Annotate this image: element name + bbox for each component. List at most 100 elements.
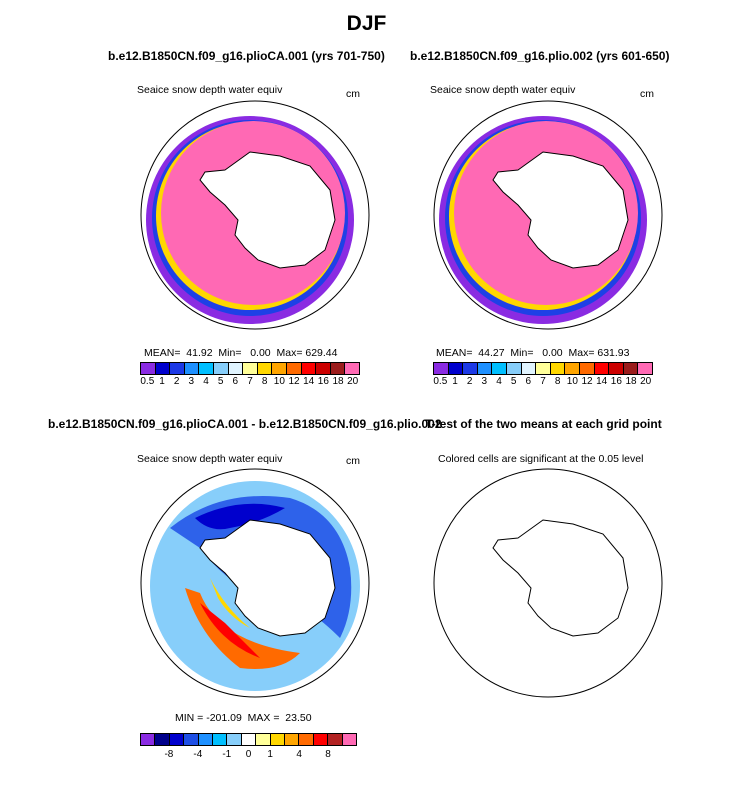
colorbar-tick-label: 4 bbox=[296, 749, 302, 760]
colorbar-swatch bbox=[623, 363, 639, 374]
panel-a-colorbar bbox=[140, 362, 360, 375]
colorbar-swatch bbox=[448, 363, 464, 374]
colorbar-swatch bbox=[227, 734, 242, 745]
colorbar-swatch bbox=[198, 734, 214, 745]
colorbar-tick-label: 0 bbox=[245, 749, 252, 760]
colorbar-swatch bbox=[228, 363, 244, 374]
colorbar-tick-label: 4 bbox=[203, 376, 209, 387]
colorbar-tick-label: 2 bbox=[466, 376, 473, 387]
colorbar-tick-label: 16 bbox=[317, 376, 329, 387]
colorbar-tick-label: -4 bbox=[193, 749, 203, 760]
colorbar-tick-label: 14 bbox=[596, 376, 608, 387]
colorbar-tick-label: 0.5 bbox=[140, 376, 155, 387]
colorbar-tick-label: 14 bbox=[303, 376, 315, 387]
colorbar-swatch bbox=[155, 734, 170, 745]
colorbar-swatch bbox=[477, 363, 493, 374]
colorbar-tick-label: 20 bbox=[640, 376, 652, 387]
colorbar-tick-label: 0.5 bbox=[433, 376, 448, 387]
colorbar-tick-label: 1 bbox=[452, 376, 458, 387]
colorbar-tick-label: 16 bbox=[610, 376, 622, 387]
colorbar-swatch bbox=[299, 734, 314, 745]
colorbar-swatch bbox=[594, 363, 610, 374]
panel-b-colorbar bbox=[433, 362, 653, 375]
colorbar-swatch bbox=[155, 363, 171, 374]
colorbar-tick-label: 8 bbox=[261, 376, 268, 387]
panel-a-label: Seaice snow depth water equiv bbox=[137, 84, 283, 96]
colorbar-tick-label: -8 bbox=[164, 749, 174, 760]
colorbar-swatch bbox=[213, 734, 228, 745]
colorbar-swatch bbox=[536, 363, 551, 374]
panel-d-title: T-test of the two means at each grid poi… bbox=[425, 417, 662, 431]
colorbar-tick-label: 1 bbox=[159, 376, 165, 387]
colorbar-swatch bbox=[638, 363, 652, 374]
antarctica-land bbox=[199, 519, 336, 637]
colorbar-tick-label: 2 bbox=[173, 376, 180, 387]
panel-a-map bbox=[140, 100, 370, 330]
colorbar-swatch bbox=[170, 363, 185, 374]
colorbar-swatch bbox=[506, 363, 522, 374]
panel-c-title: b.e12.B1850CN.f09_g16.plioCA.001 - b.e12… bbox=[48, 417, 442, 431]
figure-title: DJF bbox=[346, 12, 387, 35]
colorbar-swatch bbox=[257, 363, 273, 374]
panel-c-map bbox=[140, 468, 370, 698]
colorbar-swatch bbox=[243, 363, 258, 374]
panel-c-colorbar bbox=[140, 733, 357, 746]
colorbar-swatch bbox=[141, 363, 156, 374]
panel-a-stats: MEAN= 41.92 Min= 0.00 Max= 629.44 bbox=[144, 347, 338, 359]
panel-a-title: b.e12.B1850CN.f09_g16.plioCA.001 (yrs 70… bbox=[108, 49, 385, 63]
colorbar-swatch bbox=[316, 363, 331, 374]
colorbar-swatch bbox=[169, 734, 185, 745]
colorbar-swatch bbox=[330, 363, 346, 374]
colorbar-tick-label: 12 bbox=[288, 376, 300, 387]
colorbar-tick-label: 18 bbox=[332, 376, 344, 387]
panel-c-units: cm bbox=[346, 455, 360, 467]
colorbar-tick-label: 6 bbox=[232, 376, 239, 387]
colorbar-tick-label: 6 bbox=[525, 376, 532, 387]
colorbar-swatch bbox=[328, 734, 343, 745]
colorbar-swatch bbox=[286, 363, 302, 374]
colorbar-tick-label: 3 bbox=[481, 376, 488, 387]
colorbar-swatch bbox=[199, 363, 214, 374]
colorbar-swatch bbox=[579, 363, 595, 374]
colorbar-swatch bbox=[301, 363, 317, 374]
panel-a-colorbar-ticks: 0.5 1 2 3 4 5 6 7 8 10 12 14 16 18 20 bbox=[140, 376, 358, 388]
colorbar-swatch bbox=[434, 363, 449, 374]
panel-b-label: Seaice snow depth water equiv bbox=[430, 84, 576, 96]
colorbar-tick-label: 12 bbox=[581, 376, 593, 387]
colorbar-tick-label: 7 bbox=[247, 376, 253, 387]
colorbar-swatch bbox=[565, 363, 580, 374]
panel-c-stats: MIN = -201.09 MAX = 23.50 bbox=[175, 712, 312, 724]
colorbar-tick-label: 8 bbox=[325, 749, 331, 760]
panel-a-units: cm bbox=[346, 88, 360, 100]
colorbar-tick-label: 7 bbox=[540, 376, 546, 387]
colorbar-tick-label: 10 bbox=[566, 376, 578, 387]
colorbar-tick-label: 1 bbox=[267, 749, 273, 760]
colorbar-swatch bbox=[492, 363, 507, 374]
colorbar-swatch bbox=[256, 734, 271, 745]
colorbar-swatch bbox=[345, 363, 359, 374]
antarctica-land bbox=[492, 151, 629, 269]
panel-b-title: b.e12.B1850CN.f09_g16.plio.002 (yrs 601-… bbox=[410, 49, 670, 63]
colorbar-swatch bbox=[184, 363, 200, 374]
colorbar-swatch bbox=[285, 734, 300, 745]
colorbar-tick-label: 5 bbox=[510, 376, 517, 387]
colorbar-tick-label: 10 bbox=[273, 376, 285, 387]
colorbar-tick-label: 8 bbox=[554, 376, 561, 387]
panel-c-colorbar-ticks: -8 -4 -1 0 1 4 8 bbox=[140, 749, 355, 761]
colorbar-tick-label: 3 bbox=[188, 376, 195, 387]
colorbar-swatch bbox=[213, 363, 229, 374]
colorbar-tick-label: 5 bbox=[217, 376, 224, 387]
colorbar-swatch bbox=[141, 734, 156, 745]
positive-anomaly-band bbox=[185, 588, 300, 669]
colorbar-swatch bbox=[184, 734, 199, 745]
colorbar-swatch bbox=[272, 363, 287, 374]
panel-d-label: Colored cells are significant at the 0.0… bbox=[438, 453, 644, 465]
colorbar-tick-label: 18 bbox=[625, 376, 637, 387]
colorbar-swatch bbox=[609, 363, 624, 374]
panel-b-units: cm bbox=[640, 88, 654, 100]
colorbar-swatch bbox=[521, 363, 537, 374]
colorbar-swatch bbox=[313, 734, 329, 745]
colorbar-tick-label: 4 bbox=[496, 376, 502, 387]
colorbar-swatch bbox=[241, 734, 257, 745]
panel-d-map bbox=[433, 468, 663, 698]
